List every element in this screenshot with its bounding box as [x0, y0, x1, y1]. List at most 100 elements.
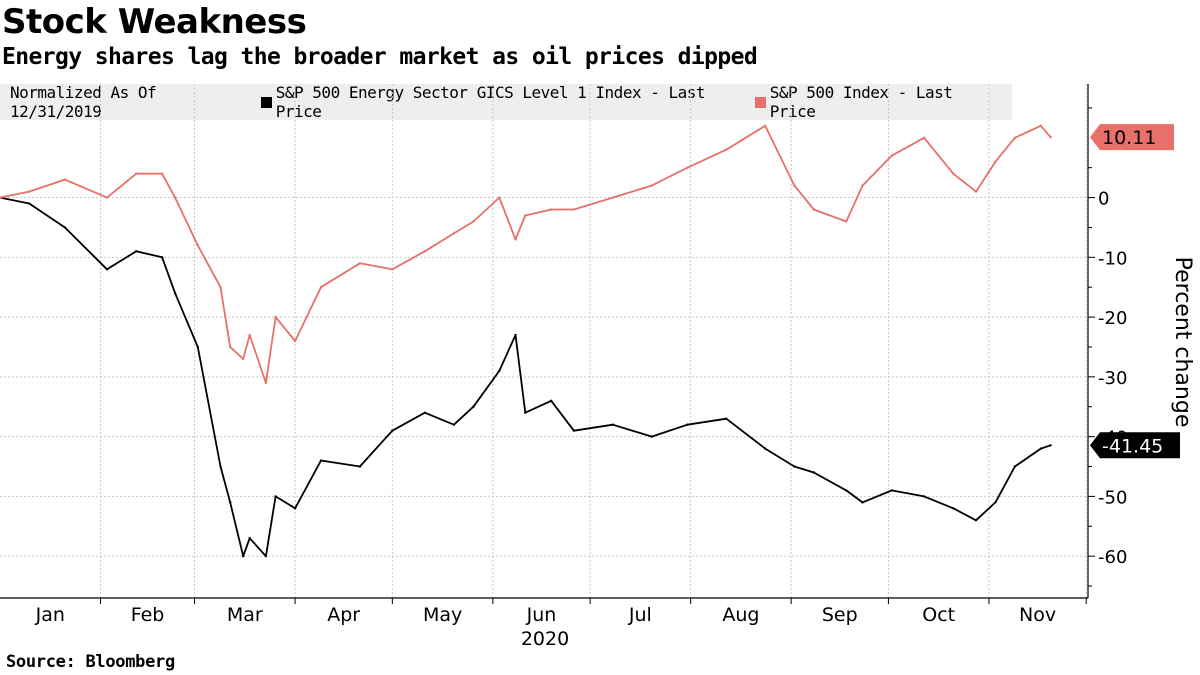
series-line-energy — [0, 196, 1051, 558]
x-tick-label-nov: Nov — [1019, 604, 1056, 626]
data-point-energy — [264, 554, 268, 558]
x-tick-label-aug: Aug — [722, 604, 759, 626]
data-point-energy — [793, 465, 796, 468]
data-point-sp500 — [472, 220, 475, 223]
data-point-energy — [1039, 447, 1043, 450]
end-value-tag — [1090, 124, 1174, 151]
data-point-energy — [498, 369, 501, 373]
label-layer: -41.45 10.11 — [1090, 124, 1180, 459]
data-point-energy — [358, 465, 362, 468]
x-tick-label-mar: Mar — [227, 604, 263, 626]
data-point-energy — [452, 423, 456, 426]
data-point-energy — [229, 501, 232, 504]
data-point-sp500 — [248, 333, 251, 337]
series-layer — [0, 124, 1052, 558]
data-point-energy — [0, 196, 2, 199]
data-point-sp500 — [974, 190, 978, 193]
data-point-sp500 — [319, 286, 323, 289]
data-point-sp500 — [358, 262, 362, 265]
y-tick-label: -30 — [1098, 368, 1127, 389]
legend-swatch-sp500 — [755, 96, 766, 108]
data-point-sp500 — [1039, 124, 1043, 128]
legend-label-sp500: S&P 500 Index - Last Price — [769, 83, 953, 121]
data-point-sp500 — [845, 220, 848, 223]
data-point-energy — [686, 423, 689, 426]
data-point-energy — [27, 202, 31, 205]
data-point-sp500 — [890, 154, 893, 157]
data-point-energy — [974, 519, 978, 522]
data-point-energy — [952, 507, 955, 510]
data-point-sp500 — [550, 208, 553, 211]
data-point-energy — [160, 256, 164, 259]
data-point-energy — [105, 268, 109, 271]
data-point-sp500 — [423, 250, 426, 253]
data-point-sp500 — [514, 238, 517, 241]
data-point-energy — [173, 291, 177, 295]
data-point-energy — [812, 471, 816, 474]
data-point-sp500 — [498, 196, 501, 199]
data-point-sp500 — [650, 184, 653, 187]
x-tick-label-sep: Sep — [822, 604, 858, 626]
end-value-tag — [1090, 432, 1180, 459]
data-point-sp500 — [0, 196, 2, 199]
data-point-energy — [134, 250, 138, 253]
data-point-sp500 — [229, 345, 232, 349]
source-note: Source: Bloomberg — [6, 652, 175, 672]
data-point-energy — [196, 345, 199, 349]
data-point-sp500 — [686, 166, 689, 169]
data-point-sp500 — [922, 136, 926, 139]
data-point-energy — [922, 495, 926, 498]
data-point-energy — [391, 429, 394, 432]
x-tick-label-feb: Feb — [131, 604, 165, 626]
data-point-energy — [319, 459, 323, 462]
data-point-sp500 — [994, 160, 997, 163]
series-line-sp500 — [0, 124, 1052, 384]
grid-layer — [0, 84, 1088, 598]
x-tick-label-apr: Apr — [327, 604, 360, 626]
x-axis-year-label: 2020 — [521, 628, 569, 650]
data-point-sp500 — [572, 208, 576, 211]
x-tick-label-may: May — [423, 604, 462, 626]
y-tick-label: -60 — [1098, 547, 1127, 568]
data-point-energy — [650, 435, 653, 438]
data-point-sp500 — [173, 196, 177, 199]
data-point-energy — [1013, 465, 1017, 468]
data-point-sp500 — [219, 286, 222, 289]
data-point-energy — [1049, 444, 1052, 447]
data-point-sp500 — [952, 172, 955, 175]
data-point-energy — [845, 489, 848, 492]
data-point-energy — [524, 411, 527, 414]
y-axis-title: Percent change — [1170, 257, 1195, 428]
data-point-energy — [472, 405, 475, 408]
data-point-sp500 — [293, 339, 297, 343]
data-point-energy — [63, 226, 67, 229]
data-point-sp500 — [611, 196, 615, 199]
data-point-energy — [550, 399, 553, 402]
y-tick-label: 0 — [1098, 189, 1109, 210]
data-point-energy — [423, 411, 426, 414]
end-value-label-sp500: 10.11 — [1090, 124, 1174, 151]
data-point-energy — [514, 333, 517, 337]
chart-title: Stock Weakness — [2, 2, 307, 42]
x-tick-label-oct: Oct — [922, 604, 955, 626]
chart-subtitle: Energy shares lag the broader market as … — [2, 44, 758, 70]
data-point-sp500 — [160, 172, 164, 175]
data-point-sp500 — [725, 148, 728, 151]
x-tick-label-jan: Jan — [35, 604, 65, 626]
data-point-sp500 — [524, 214, 527, 217]
legend-note: Normalized As Of 12/31/2019 — [10, 83, 157, 121]
data-point-energy — [611, 423, 615, 426]
data-point-sp500 — [196, 244, 199, 247]
chart-legend: Normalized As Of 12/31/2019 S&P 500 Ener… — [0, 83, 1012, 121]
data-point-energy — [764, 447, 767, 450]
data-point-sp500 — [27, 190, 31, 193]
data-point-energy — [890, 489, 893, 492]
end-value-text: 10.11 — [1102, 127, 1156, 149]
legend-item-sp500: S&P 500 Index - Last Price — [755, 83, 998, 121]
data-point-energy — [861, 501, 864, 504]
data-point-sp500 — [274, 315, 277, 319]
legend-label-energy: S&P 500 Energy Sector GICS Level 1 Index… — [275, 83, 706, 121]
legend-item-energy: S&P 500 Energy Sector GICS Level 1 Index… — [261, 83, 741, 121]
end-value-label-energy: -41.45 — [1090, 432, 1180, 459]
data-point-energy — [241, 554, 245, 558]
